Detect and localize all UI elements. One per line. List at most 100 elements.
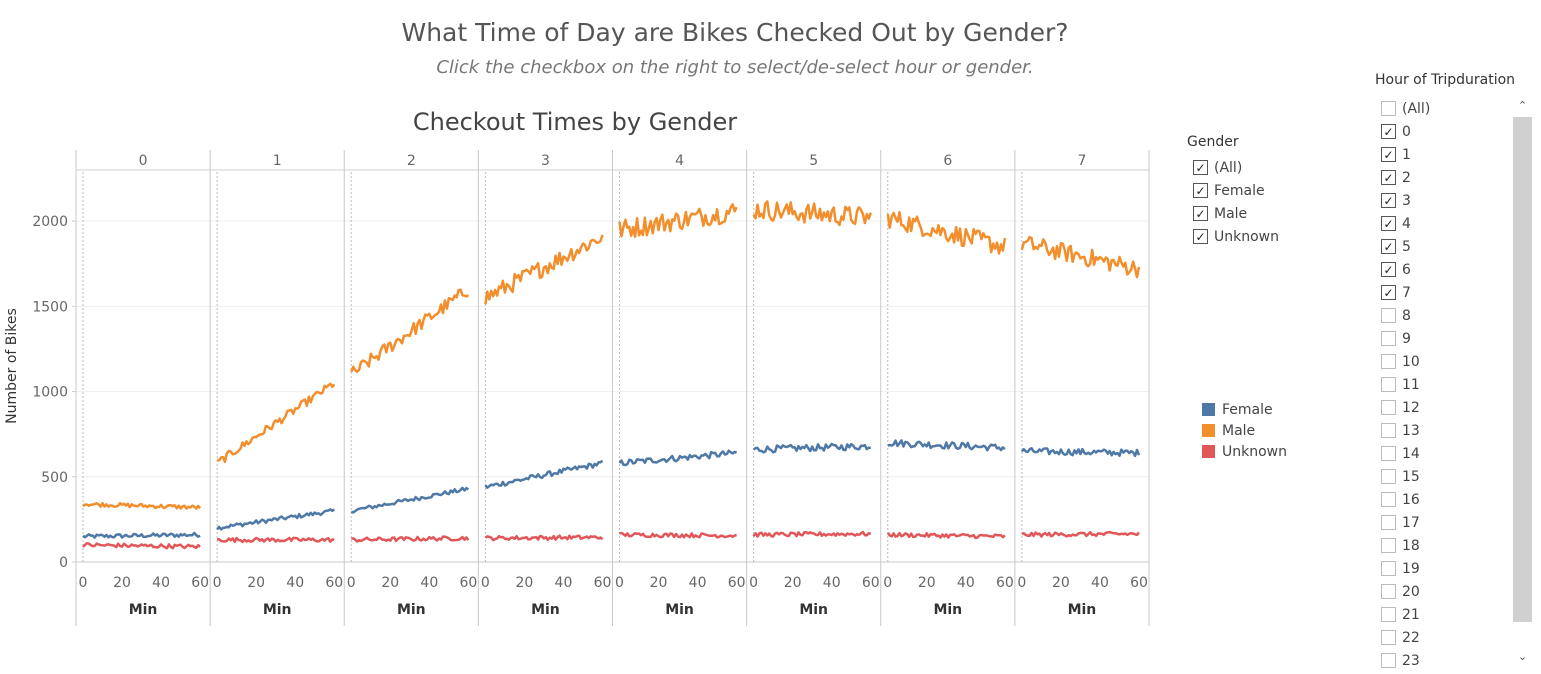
checkbox[interactable]: ✓ bbox=[1381, 216, 1396, 231]
hour-filter-item-label: 8 bbox=[1402, 307, 1411, 324]
series-line-female bbox=[618, 449, 738, 467]
gender-filter-item[interactable]: ✓ Unknown bbox=[1187, 225, 1279, 248]
hour-filter-item[interactable]: ✓ 0 bbox=[1375, 120, 1510, 143]
hour-filter-item[interactable]: ✓ 6 bbox=[1375, 258, 1510, 281]
checkbox[interactable] bbox=[1381, 630, 1396, 645]
checkbox[interactable] bbox=[1381, 101, 1396, 116]
series-line-female bbox=[1020, 447, 1141, 458]
hour-filter-item[interactable]: (All) bbox=[1375, 97, 1510, 120]
chevron-down-icon[interactable]: ⌄ bbox=[1517, 650, 1528, 663]
hour-filter-item[interactable]: 17 bbox=[1375, 511, 1510, 534]
chart-title: Checkout Times by Gender bbox=[413, 108, 737, 136]
x-tick-label: 0 bbox=[883, 575, 892, 591]
checkbox[interactable] bbox=[1381, 331, 1396, 346]
x-tick-label: 20 bbox=[650, 575, 668, 591]
series-line-female bbox=[216, 508, 336, 531]
y-axis-label: Number of Bikes bbox=[4, 308, 20, 424]
hour-filter-item[interactable]: ✓ 4 bbox=[1375, 212, 1510, 235]
hour-filter-item[interactable]: ✓ 2 bbox=[1375, 166, 1510, 189]
hour-filter-item-label: 0 bbox=[1402, 123, 1411, 140]
legend-swatch bbox=[1202, 445, 1215, 458]
checkbox[interactable] bbox=[1381, 515, 1396, 530]
hour-filter-item[interactable]: 16 bbox=[1375, 488, 1510, 511]
checkbox[interactable]: ✓ bbox=[1381, 239, 1396, 254]
checkbox[interactable]: ✓ bbox=[1193, 229, 1208, 244]
hour-filter-item[interactable]: 10 bbox=[1375, 350, 1510, 373]
hour-filter-item[interactable]: 23 bbox=[1375, 649, 1510, 672]
series-line-unknown bbox=[886, 531, 1006, 540]
legend-item[interactable]: Unknown bbox=[1202, 441, 1287, 462]
gender-filter-item[interactable]: ✓ Female bbox=[1187, 179, 1279, 202]
x-tick-label: 20 bbox=[381, 575, 399, 591]
panel-header-label: 0 bbox=[139, 153, 148, 169]
checkbox[interactable]: ✓ bbox=[1381, 193, 1396, 208]
checkbox[interactable] bbox=[1381, 653, 1396, 668]
hour-filter-item[interactable]: 21 bbox=[1375, 603, 1510, 626]
hour-filter-item[interactable]: ✓ 1 bbox=[1375, 143, 1510, 166]
chevron-up-icon[interactable]: ⌃ bbox=[1517, 99, 1528, 112]
legend-label: Unknown bbox=[1222, 443, 1287, 460]
checkbox[interactable]: ✓ bbox=[1381, 262, 1396, 277]
hour-filter-item[interactable]: 13 bbox=[1375, 419, 1510, 442]
hour-filter-item-label: 22 bbox=[1402, 629, 1420, 646]
hour-filter-item[interactable]: 11 bbox=[1375, 373, 1510, 396]
hour-filter-item[interactable]: ✓ 5 bbox=[1375, 235, 1510, 258]
hour-filter-scrollbar[interactable]: ⌃ ⌄ bbox=[1513, 97, 1532, 667]
x-tick-label: 40 bbox=[1091, 575, 1109, 591]
panel-header-label: 6 bbox=[943, 153, 952, 169]
hour-filter-item-label: 4 bbox=[1402, 215, 1411, 232]
checkbox[interactable] bbox=[1381, 469, 1396, 484]
checkbox[interactable] bbox=[1381, 377, 1396, 392]
checkbox[interactable] bbox=[1381, 561, 1396, 576]
hour-filter-item[interactable]: 19 bbox=[1375, 557, 1510, 580]
legend-item[interactable]: Male bbox=[1202, 420, 1287, 441]
page-title: What Time of Day are Bikes Checked Out b… bbox=[401, 18, 1069, 47]
checkbox[interactable]: ✓ bbox=[1381, 124, 1396, 139]
checkbox[interactable]: ✓ bbox=[1193, 206, 1208, 221]
hour-filter-item[interactable]: 8 bbox=[1375, 304, 1510, 327]
checkbox[interactable]: ✓ bbox=[1381, 285, 1396, 300]
gender-filter-item-label: Female bbox=[1214, 182, 1265, 199]
hour-filter-item[interactable]: 14 bbox=[1375, 442, 1510, 465]
y-tick-label: 1000 bbox=[32, 385, 68, 401]
checkbox[interactable] bbox=[1381, 354, 1396, 369]
hour-filter-item-label: 7 bbox=[1402, 284, 1411, 301]
checkbox[interactable]: ✓ bbox=[1381, 147, 1396, 162]
checkbox[interactable] bbox=[1381, 308, 1396, 323]
checkbox[interactable] bbox=[1381, 538, 1396, 553]
hour-filter-item[interactable]: ✓ 3 bbox=[1375, 189, 1510, 212]
panel-header-label: 4 bbox=[675, 153, 684, 169]
series-line-unknown bbox=[1021, 530, 1140, 538]
checkbox[interactable] bbox=[1381, 400, 1396, 415]
hour-filter-item[interactable]: 20 bbox=[1375, 580, 1510, 603]
hour-filter-item[interactable]: 15 bbox=[1375, 465, 1510, 488]
checkbox[interactable] bbox=[1381, 446, 1396, 461]
hour-filter-item[interactable]: 9 bbox=[1375, 327, 1510, 350]
checkbox[interactable] bbox=[1381, 492, 1396, 507]
hour-filter-item[interactable]: 22 bbox=[1375, 626, 1510, 649]
hour-filter-item[interactable]: 12 bbox=[1375, 396, 1510, 419]
checkbox[interactable] bbox=[1381, 607, 1396, 622]
checkbox[interactable]: ✓ bbox=[1193, 183, 1208, 198]
series-line-male bbox=[82, 501, 202, 510]
checkbox[interactable] bbox=[1381, 423, 1396, 438]
series-line-male bbox=[752, 200, 872, 227]
checkout-chart: Checkout Times by Gender0500100015002000… bbox=[4, 108, 1150, 626]
gender-filter-item[interactable]: ✓ Male bbox=[1187, 202, 1279, 225]
checkbox[interactable] bbox=[1381, 584, 1396, 599]
hour-filter-item[interactable]: ✓ 7 bbox=[1375, 281, 1510, 304]
x-tick-label: 20 bbox=[113, 575, 131, 591]
gender-filter-item[interactable]: ✓ (All) bbox=[1187, 156, 1279, 179]
legend-label: Male bbox=[1222, 422, 1256, 439]
legend-item[interactable]: Female bbox=[1202, 399, 1287, 420]
series-line-unknown bbox=[217, 536, 335, 544]
x-axis-label: Min bbox=[531, 602, 560, 618]
hour-filter-item-label: 6 bbox=[1402, 261, 1411, 278]
checkbox[interactable]: ✓ bbox=[1193, 160, 1208, 175]
hour-filter-list[interactable]: (All) ✓ 0 ✓ 1 ✓ 2 ✓ 3 ✓ 4 ✓ 5 ✓ 6 ✓ 7 8 9 10 11 12 13 14 15 16 17 1… bbox=[1375, 97, 1510, 672]
checkbox[interactable]: ✓ bbox=[1381, 170, 1396, 185]
series-line-male bbox=[618, 203, 738, 238]
scrollbar-thumb[interactable] bbox=[1513, 117, 1532, 622]
hour-filter: Hour of Tripduration bbox=[1375, 72, 1535, 94]
hour-filter-item[interactable]: 18 bbox=[1375, 534, 1510, 557]
